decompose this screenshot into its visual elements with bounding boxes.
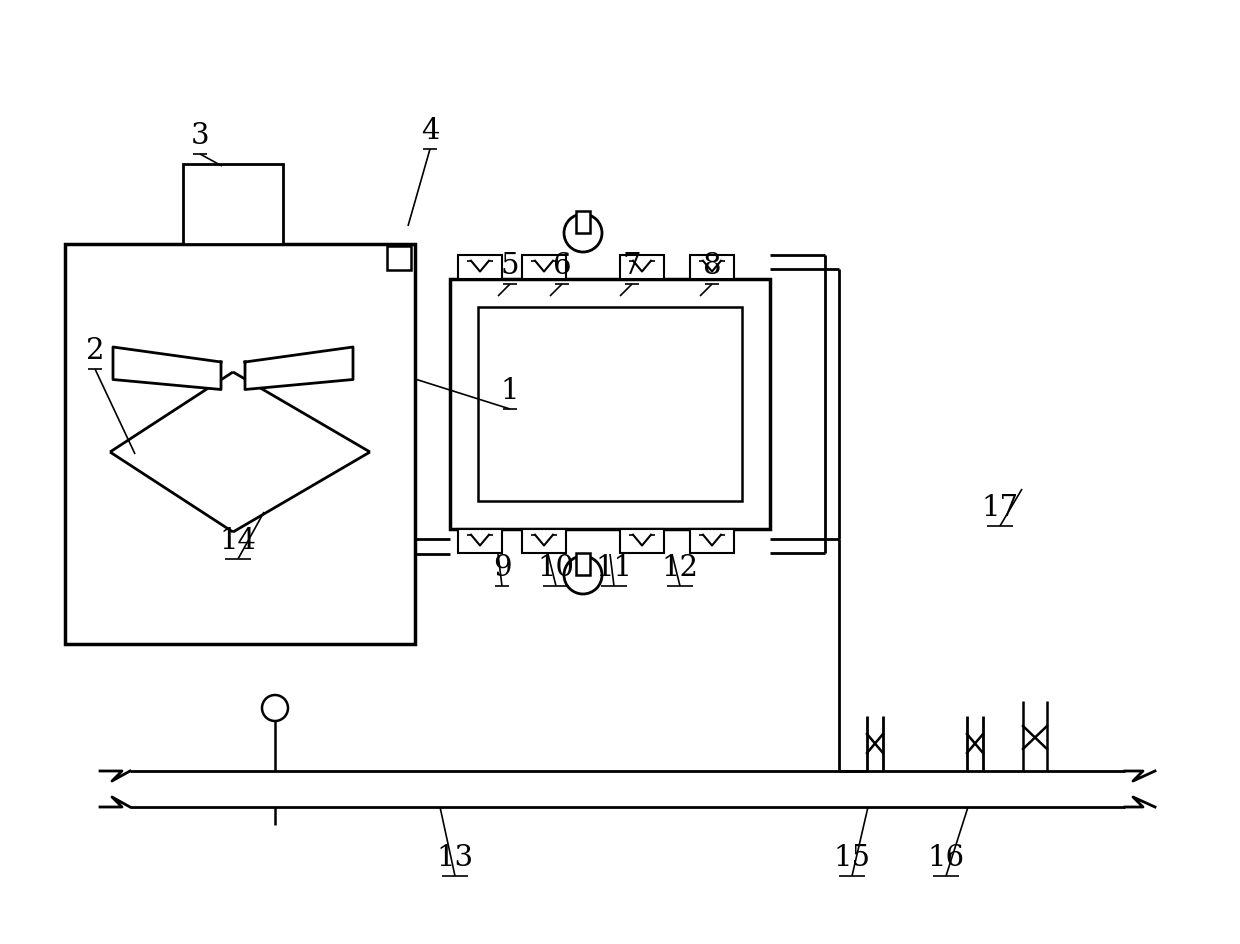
Bar (577, 211, 590, 233)
Bar (689, 529, 734, 553)
Circle shape (262, 695, 288, 721)
Text: 4: 4 (420, 117, 439, 145)
Text: 8: 8 (703, 252, 722, 280)
Bar (64, 244, 415, 644)
Text: 15: 15 (833, 844, 870, 872)
Bar (522, 255, 565, 279)
Text: 1: 1 (501, 377, 520, 405)
Bar (477, 307, 742, 501)
Bar (620, 255, 663, 279)
Bar (458, 529, 502, 553)
Text: 2: 2 (86, 337, 104, 365)
Bar (450, 279, 770, 529)
Bar (184, 164, 283, 244)
Text: 14: 14 (219, 527, 257, 555)
Text: 7: 7 (622, 252, 641, 280)
Text: 11: 11 (595, 554, 632, 582)
Bar (689, 255, 734, 279)
Circle shape (564, 556, 601, 594)
Bar (620, 529, 663, 553)
Bar (577, 553, 590, 575)
Text: 5: 5 (501, 252, 520, 280)
Text: 9: 9 (492, 554, 511, 582)
Bar (458, 255, 502, 279)
Circle shape (564, 214, 601, 252)
Text: 17: 17 (981, 494, 1018, 522)
Text: 6: 6 (553, 252, 572, 280)
Text: 12: 12 (661, 554, 698, 582)
Polygon shape (113, 347, 221, 390)
Text: 16: 16 (928, 844, 965, 872)
Text: 10: 10 (537, 554, 574, 582)
Bar (387, 246, 410, 270)
Text: 3: 3 (191, 122, 210, 150)
Polygon shape (246, 347, 353, 390)
Text: 13: 13 (436, 844, 474, 872)
Bar (522, 529, 565, 553)
